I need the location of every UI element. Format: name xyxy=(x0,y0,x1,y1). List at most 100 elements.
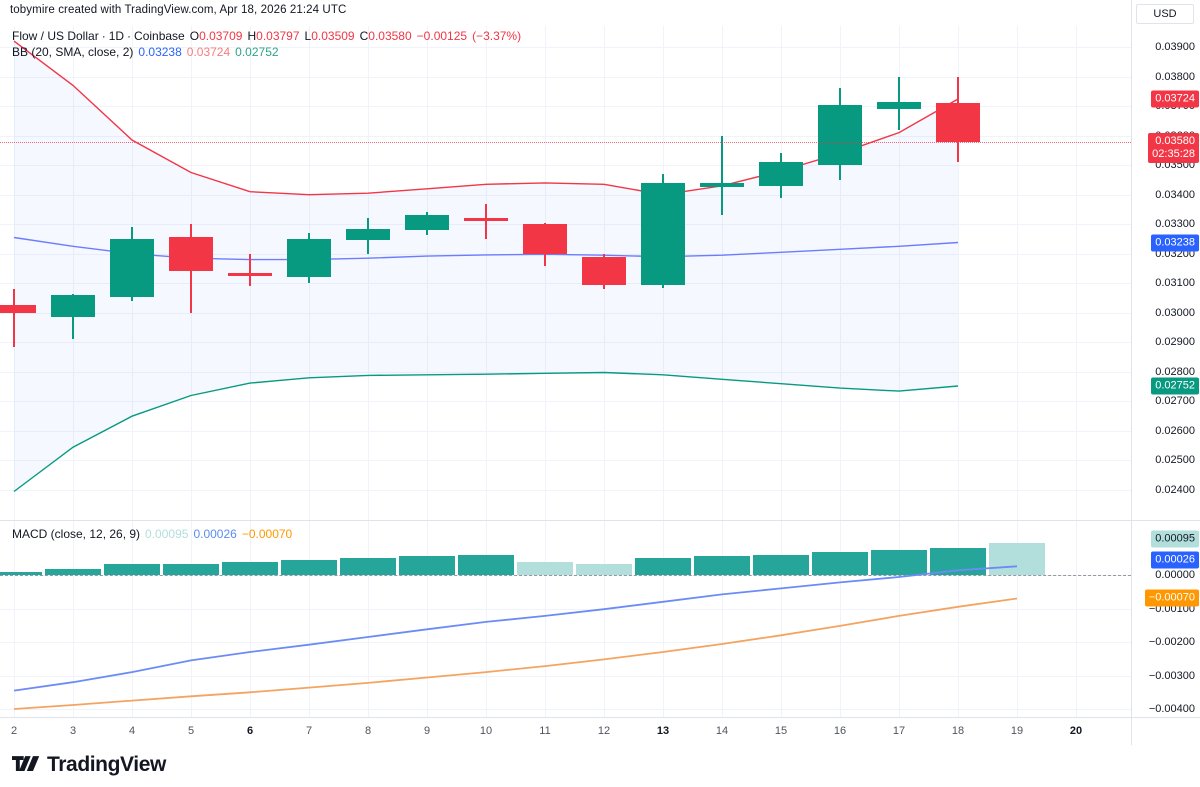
grid-line-vertical xyxy=(781,521,782,717)
grid-line-horizontal xyxy=(0,106,1131,108)
macd-histogram-bar xyxy=(340,558,396,575)
macd-line-overlay xyxy=(13,565,1018,710)
grid-line-vertical xyxy=(486,521,487,717)
grid-line-horizontal xyxy=(0,165,1131,167)
grid-line-horizontal xyxy=(0,430,1131,432)
grid-line-horizontal xyxy=(0,342,1131,344)
grid-line-vertical xyxy=(663,521,664,717)
attribution-text: tobymire created with TradingView.com, A… xyxy=(10,4,347,16)
candle-wick xyxy=(249,253,251,287)
last-price-badge[interactable]: 0.03580 02:35:28 xyxy=(1148,132,1199,163)
last-price-badge-value: 0.03580 xyxy=(1155,134,1195,147)
candle-body[interactable] xyxy=(818,104,862,166)
grid-line-vertical xyxy=(840,521,841,717)
macd-histogram-bar xyxy=(871,550,927,575)
grid-line-vertical xyxy=(722,521,723,717)
currency-unit-label: USD xyxy=(1136,4,1194,24)
macd-histogram-bar xyxy=(753,554,809,575)
macd-histogram-bar xyxy=(399,555,455,575)
grid-line-vertical xyxy=(1076,26,1077,520)
grid-line-vertical xyxy=(309,521,310,717)
candle-body[interactable] xyxy=(405,215,449,231)
time-axis-tick: 5 xyxy=(187,725,195,737)
grid-line-vertical xyxy=(545,26,546,520)
price-axis-tick: 0.02700 xyxy=(1155,395,1195,408)
candle-body[interactable] xyxy=(582,256,626,285)
macd-line-badge[interactable]: 0.00026 xyxy=(1151,551,1199,569)
macd-histogram-bar xyxy=(222,562,278,575)
candle-body[interactable] xyxy=(169,237,213,272)
macd-axis-tick: −0.00400 xyxy=(1148,703,1195,715)
time-axis-tick: 17 xyxy=(892,725,906,737)
bb-title[interactable]: BB (20, SMA, close, 2) xyxy=(12,45,134,59)
time-axis-tick: 7 xyxy=(305,725,313,737)
macd-histogram-bar xyxy=(458,554,514,575)
time-axis-tick: 3 xyxy=(69,725,77,737)
grid-line-vertical xyxy=(545,521,546,717)
grid-line-horizontal xyxy=(0,283,1131,285)
grid-line-vertical xyxy=(191,521,192,717)
price-legend: Flow / US Dollar · 1D · Coinbase O0.03709 H0.0… xyxy=(12,29,522,43)
candle-body[interactable] xyxy=(51,295,95,318)
grid-line-horizontal xyxy=(0,401,1131,403)
legend-low-value: 0.03509 xyxy=(311,29,355,43)
grid-line-vertical xyxy=(958,521,959,717)
macd-hist-badge[interactable]: 0.00095 xyxy=(1151,530,1199,548)
time-axis[interactable]: 2 3 4 5 6 7 8 9 10 11 12 13 14 15 16 17 18 19 20 xyxy=(0,717,1200,746)
grid-line-horizontal xyxy=(0,76,1131,78)
bb-basis-badge[interactable]: 0.03238 xyxy=(1151,234,1199,251)
candle-body[interactable] xyxy=(759,162,803,186)
price-axis-tick: 0.03800 xyxy=(1155,70,1195,83)
macd-line xyxy=(13,565,1018,692)
bb-upper-badge[interactable]: 0.03724 xyxy=(1151,90,1199,108)
price-axis-tick: 0.03900 xyxy=(1155,41,1195,53)
macd-pane[interactable] xyxy=(0,521,1131,717)
grid-line-vertical xyxy=(427,521,428,717)
price-axis[interactable]: USD 0.039000.038000.037000.036000.035000… xyxy=(1131,0,1200,717)
price-axis-tick: 0.02500 xyxy=(1155,454,1195,467)
candle-body[interactable] xyxy=(700,182,744,188)
grid-line-vertical xyxy=(604,521,605,717)
legend-open-label: O xyxy=(189,29,200,43)
pane-divider xyxy=(0,520,1131,521)
candle-body[interactable] xyxy=(228,272,272,276)
macd-histogram-bar xyxy=(635,557,691,575)
legend-high-label: H xyxy=(247,29,257,43)
macd-legend: MACD (close, 12, 26, 9) 0.00095 0.00026 −0.… xyxy=(12,526,292,542)
bb-lower-badge-value: 0.02752 xyxy=(1155,379,1195,392)
price-axis-tick: 0.03100 xyxy=(1155,277,1195,290)
price-axis-tick: 0.03000 xyxy=(1155,306,1195,319)
bb-lower-badge[interactable]: 0.02752 xyxy=(1151,377,1199,395)
candle-body[interactable] xyxy=(936,103,980,142)
candle-body[interactable] xyxy=(464,218,508,222)
last-price-line xyxy=(0,141,1131,143)
candle-body[interactable] xyxy=(287,238,331,278)
legend-high-value: 0.03797 xyxy=(256,29,300,43)
bb-basis-value: 0.03238 xyxy=(138,45,182,59)
macd-axis-tick: 0.00000 xyxy=(1155,569,1195,581)
tradingview-logo[interactable]: TradingView xyxy=(12,753,166,777)
grid-line-horizontal xyxy=(0,675,1131,677)
grid-line-horizontal xyxy=(0,312,1131,314)
legend-low-label: L xyxy=(304,29,312,43)
macd-signal-badge[interactable]: −0.00070 xyxy=(1144,589,1199,607)
time-axis-tick: 2 xyxy=(10,725,18,737)
time-axis-tick: 10 xyxy=(479,725,493,737)
candle-body[interactable] xyxy=(641,182,685,285)
candle-body[interactable] xyxy=(110,238,154,297)
tradingview-logo-icon xyxy=(12,755,40,771)
macd-line-value: 0.00026 xyxy=(193,527,237,541)
macd-title[interactable]: MACD (close, 12, 26, 9) xyxy=(12,527,141,541)
time-axis-tick: 19 xyxy=(1010,725,1024,737)
candle-body[interactable] xyxy=(523,224,567,254)
legend-interval[interactable]: 1D xyxy=(108,29,125,43)
price-axis-tick: 0.02800 xyxy=(1155,365,1195,378)
grid-line-horizontal xyxy=(0,47,1131,48)
candle-body[interactable] xyxy=(0,305,36,313)
candle-body[interactable] xyxy=(346,228,390,241)
candle-body[interactable] xyxy=(877,101,921,109)
grid-line-horizontal xyxy=(0,194,1131,196)
legend-symbol[interactable]: Flow / US Dollar xyxy=(12,29,99,43)
grid-line-horizontal xyxy=(0,608,1131,610)
price-pane[interactable] xyxy=(0,26,1131,520)
